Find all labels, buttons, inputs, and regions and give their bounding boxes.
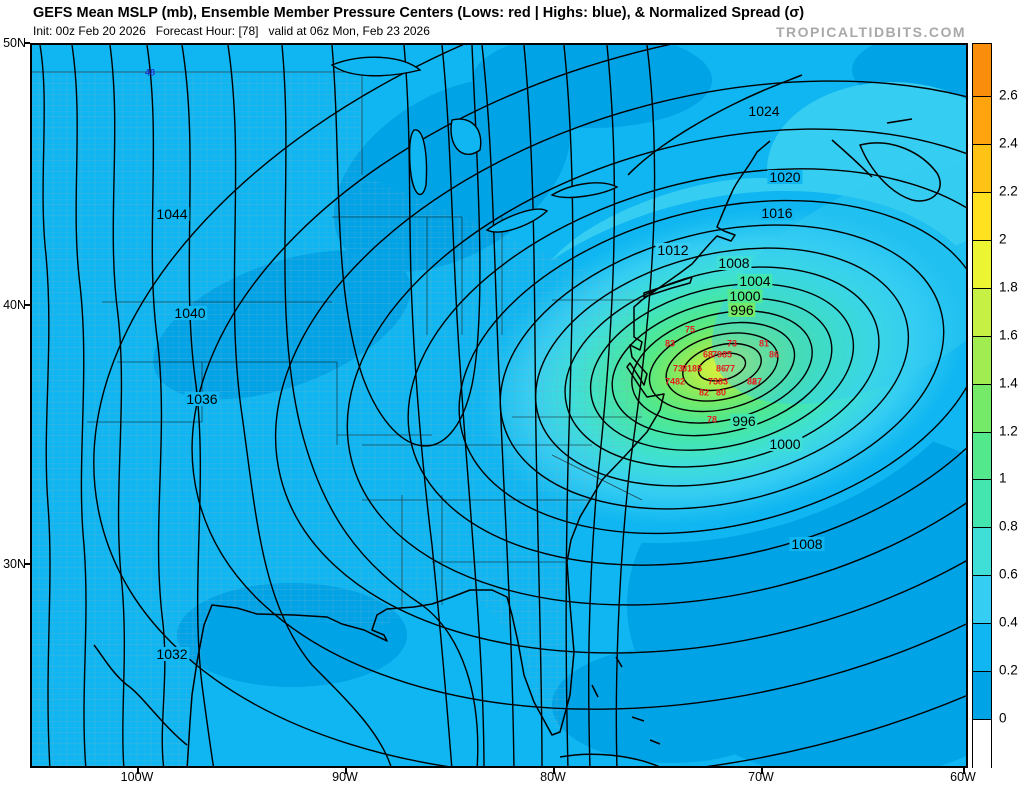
colorbar-segment [973, 479, 991, 527]
state-borders [32, 71, 643, 609]
isobar-label: 1024 [746, 103, 782, 119]
isobar-label: 1040 [172, 305, 208, 321]
isobar-label: 1020 [767, 169, 803, 185]
ensemble-low-value: 85 [691, 363, 703, 374]
colorbar-segment [973, 336, 991, 384]
colorbar-tick-label: 2.4 [999, 135, 1018, 151]
ensemble-low-value: 73 [672, 363, 684, 374]
ensemble-low-value: 83 [664, 338, 676, 349]
page-title: GEFS Mean MSLP (mb), Ensemble Member Pre… [33, 5, 805, 21]
ensemble-low-value: 86 [715, 363, 727, 374]
ensemble-low-value: 83 [717, 376, 729, 387]
isobar-label: 996 [728, 302, 756, 318]
colorbar-tick-label: 1.2 [999, 423, 1018, 439]
lon-label: 70W [748, 770, 774, 784]
colorbar-segment [973, 623, 991, 671]
colorbar-segment [973, 384, 991, 432]
colorbar-segment [973, 671, 991, 719]
great-lakes [330, 56, 619, 233]
ensemble-low-value: 68 [702, 349, 714, 360]
colorbar-segment [973, 575, 991, 623]
ensemble-low-value: 73 [707, 376, 719, 387]
init-valid-line: Init: 00z Feb 20 2026 Forecast Hour: [78… [33, 24, 430, 38]
isobar-label: 1036 [184, 391, 220, 407]
ensemble-high-value: 48 [144, 67, 156, 78]
isobar-label: 1032 [154, 646, 190, 662]
lon-tick [345, 768, 347, 774]
ensemble-low-value: 79 [711, 349, 723, 360]
lat-label: 40N [3, 298, 26, 312]
ensemble-low-value: 73 [726, 338, 738, 349]
colorbar-tick-label: 1 [999, 470, 1007, 486]
ensemble-low-value: 80 [715, 387, 727, 398]
lon-label: 80W [540, 770, 566, 784]
colorbar-tick-label: 2.2 [999, 183, 1018, 199]
lat-tick [24, 304, 30, 306]
colorbar-tick-label: 0 [999, 710, 1007, 726]
colorbar-tick-label: 0.8 [999, 518, 1018, 534]
colorbar-tick-label: 1.4 [999, 375, 1018, 391]
ensemble-low-value: 87 [751, 376, 763, 387]
lon-label: 90W [332, 770, 358, 784]
lon-tick [963, 768, 965, 774]
colorbar-segment [973, 240, 991, 288]
colorbar-tick-label: 2.6 [999, 87, 1018, 103]
colorbar-segment [973, 527, 991, 575]
weather-map: 1044 1040 1036 1032 1024 1020 1016 1012 1008 1004… [30, 43, 968, 768]
colorbar-segment [973, 44, 991, 96]
colorbar-tick-label: 0.6 [999, 566, 1018, 582]
colorbar-segment [973, 192, 991, 240]
colorbar-segment [973, 96, 991, 144]
tropicaltidbits-watermark: TROPICALTIDBITS.COM [775, 24, 966, 40]
isobar-label: 1012 [655, 242, 691, 258]
colorbar-tick-label: 0.2 [999, 662, 1018, 678]
lat-tick [24, 563, 30, 565]
lat-tick [24, 42, 30, 44]
colorbar-tick-label: 1.8 [999, 279, 1018, 295]
lon-label: 100W [120, 770, 154, 784]
isobar-label: 1016 [759, 205, 795, 221]
ensemble-low-value: 77 [724, 363, 736, 374]
lon-tick [553, 768, 555, 774]
colorbar-tick-label: 2 [999, 231, 1007, 247]
isobar-label: 1008 [716, 255, 752, 271]
isobar-lines-west [39, 45, 656, 766]
colorbar-tick-label: 0.4 [999, 614, 1018, 630]
ensemble-low-value: 82 [674, 376, 686, 387]
isobar-label: 1000 [767, 436, 803, 452]
colorbar-segment [973, 719, 991, 769]
ensemble-low-value: 81 [758, 338, 770, 349]
map-canvas [32, 45, 966, 766]
ensemble-low-value: 78 [706, 414, 718, 425]
colorbar-segment [973, 288, 991, 336]
ensemble-low-value: 82 [746, 376, 758, 387]
ensemble-low-value: 86 [768, 349, 780, 360]
isobar-label: 1044 [154, 206, 190, 222]
ensemble-low-value: 75 [684, 324, 696, 335]
lat-label: 50N [3, 36, 26, 50]
isobar-label: 1000 [727, 288, 763, 304]
county-lines-texture [32, 72, 647, 766]
ensemble-low-value: 74 [664, 376, 676, 387]
ensemble-low-value: 85 [721, 349, 733, 360]
lat-label: 30N [3, 557, 26, 571]
isobar-label: 1008 [789, 536, 825, 552]
isobar-label: 996 [730, 413, 758, 429]
lon-tick [137, 768, 139, 774]
colorbar-tick-label: 1.6 [999, 327, 1018, 343]
lon-label: 60W [950, 770, 976, 784]
colorbar-segment [973, 432, 991, 479]
ensemble-low-value: 82 [698, 387, 710, 398]
ensemble-low-value: 81 [681, 363, 693, 374]
spread-colorbar [972, 43, 992, 769]
coastline [93, 74, 941, 766]
isobar-label: 1004 [737, 273, 773, 289]
colorbar-segment [973, 144, 991, 192]
lon-tick [761, 768, 763, 774]
